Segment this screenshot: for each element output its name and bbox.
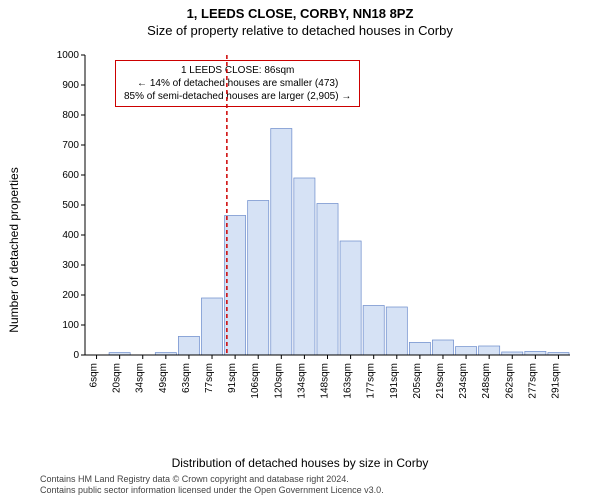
svg-text:49sqm: 49sqm [158,363,169,393]
svg-text:219sqm: 219sqm [435,363,446,399]
svg-text:0: 0 [73,350,79,361]
footer-line-2: Contains public sector information licen… [40,485,384,496]
svg-text:400: 400 [62,230,79,241]
svg-text:900: 900 [62,80,79,91]
svg-text:500: 500 [62,200,79,211]
svg-text:248sqm: 248sqm [481,363,492,399]
svg-text:300: 300 [62,260,79,271]
svg-text:234sqm: 234sqm [458,363,469,399]
svg-text:77sqm: 77sqm [204,363,215,393]
page-subtitle: Size of property relative to detached ho… [0,21,600,38]
svg-text:262sqm: 262sqm [504,363,515,399]
chart-area: 0 100 200 300 400 500 600 700 800 900 1000 6sqm 20sq… [55,50,575,405]
svg-text:205sqm: 205sqm [412,363,423,399]
svg-text:120sqm: 120sqm [273,363,284,399]
svg-text:800: 800 [62,110,79,121]
svg-text:100: 100 [62,320,79,331]
footer-line-1: Contains HM Land Registry data © Crown c… [40,474,384,485]
svg-text:700: 700 [62,140,79,151]
footer-attribution: Contains HM Land Registry data © Crown c… [40,474,384,496]
y-axis-label: Number of detached properties [7,120,21,380]
svg-text:163sqm: 163sqm [343,363,354,399]
svg-text:148sqm: 148sqm [320,363,331,399]
chart-container: 1, LEEDS CLOSE, CORBY, NN18 8PZ Size of … [0,0,600,500]
svg-text:191sqm: 191sqm [389,363,400,399]
x-axis-label: Distribution of detached houses by size … [0,456,600,470]
svg-text:34sqm: 34sqm [135,363,146,393]
svg-text:600: 600 [62,170,79,181]
svg-text:134sqm: 134sqm [296,363,307,399]
svg-text:6sqm: 6sqm [89,363,100,387]
svg-text:277sqm: 277sqm [527,363,538,399]
svg-text:63sqm: 63sqm [181,363,192,393]
svg-text:106sqm: 106sqm [250,363,261,399]
page-title: 1, LEEDS CLOSE, CORBY, NN18 8PZ [0,0,600,21]
histogram-plot: 0 100 200 300 400 500 600 700 800 900 1000 6sqm 20sq… [55,50,575,405]
svg-text:177sqm: 177sqm [366,363,377,399]
svg-text:200: 200 [62,290,79,301]
svg-text:1000: 1000 [57,50,80,61]
svg-text:20sqm: 20sqm [112,363,123,393]
svg-text:291sqm: 291sqm [550,363,561,399]
svg-text:91sqm: 91sqm [227,363,238,393]
